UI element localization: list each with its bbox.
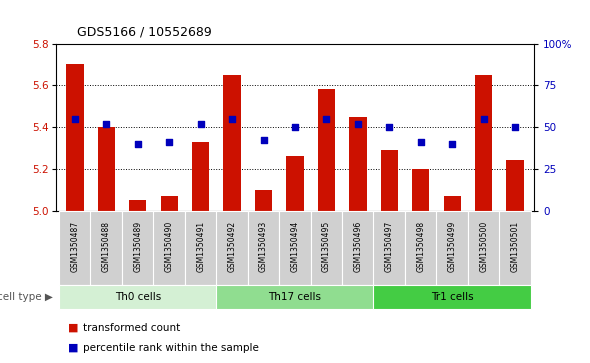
Text: GSM1350500: GSM1350500 xyxy=(479,221,488,272)
Text: Tr1 cells: Tr1 cells xyxy=(431,292,474,302)
Text: GSM1350491: GSM1350491 xyxy=(196,221,205,272)
Text: cell type ▶: cell type ▶ xyxy=(0,292,53,302)
Bar xyxy=(381,150,398,211)
Text: Th0 cells: Th0 cells xyxy=(114,292,161,302)
Text: GSM1350496: GSM1350496 xyxy=(353,221,362,272)
Bar xyxy=(444,196,461,211)
Point xyxy=(165,139,174,145)
Point xyxy=(259,138,268,143)
Text: GSM1350488: GSM1350488 xyxy=(102,221,111,272)
Bar xyxy=(255,190,272,211)
Bar xyxy=(318,89,335,211)
Point xyxy=(101,121,111,127)
Point xyxy=(385,124,394,130)
Text: GSM1350487: GSM1350487 xyxy=(70,221,80,272)
Point xyxy=(510,124,520,130)
Text: Th17 cells: Th17 cells xyxy=(268,292,322,302)
Text: GDS5166 / 10552689: GDS5166 / 10552689 xyxy=(77,25,211,38)
Point xyxy=(479,116,489,122)
Text: ■: ■ xyxy=(68,323,78,333)
Point xyxy=(70,116,80,122)
Bar xyxy=(286,156,304,211)
Bar xyxy=(475,75,492,211)
Text: GSM1350497: GSM1350497 xyxy=(385,221,394,272)
Bar xyxy=(506,160,524,211)
Bar xyxy=(192,142,209,211)
Text: GSM1350490: GSM1350490 xyxy=(165,221,173,272)
Bar xyxy=(129,200,146,211)
Text: GSM1350498: GSM1350498 xyxy=(417,221,425,272)
Bar xyxy=(412,169,430,211)
Text: GSM1350501: GSM1350501 xyxy=(510,221,520,272)
Point xyxy=(353,121,363,127)
Text: ■: ■ xyxy=(68,343,78,353)
Point xyxy=(133,141,143,147)
Text: GSM1350493: GSM1350493 xyxy=(259,221,268,272)
Text: GSM1350499: GSM1350499 xyxy=(448,221,457,272)
Point xyxy=(196,121,205,127)
Bar xyxy=(98,127,115,211)
Point xyxy=(322,116,331,122)
Point xyxy=(447,141,457,147)
Point xyxy=(227,116,237,122)
Point xyxy=(290,124,300,130)
Text: transformed count: transformed count xyxy=(83,323,180,333)
Bar xyxy=(349,117,366,211)
Text: percentile rank within the sample: percentile rank within the sample xyxy=(83,343,258,353)
Text: GSM1350489: GSM1350489 xyxy=(133,221,142,272)
Bar xyxy=(224,75,241,211)
Text: GSM1350494: GSM1350494 xyxy=(290,221,300,272)
Text: GSM1350495: GSM1350495 xyxy=(322,221,331,272)
Bar xyxy=(66,64,84,211)
Text: GSM1350492: GSM1350492 xyxy=(228,221,237,272)
Bar xyxy=(160,196,178,211)
Point xyxy=(416,139,425,145)
